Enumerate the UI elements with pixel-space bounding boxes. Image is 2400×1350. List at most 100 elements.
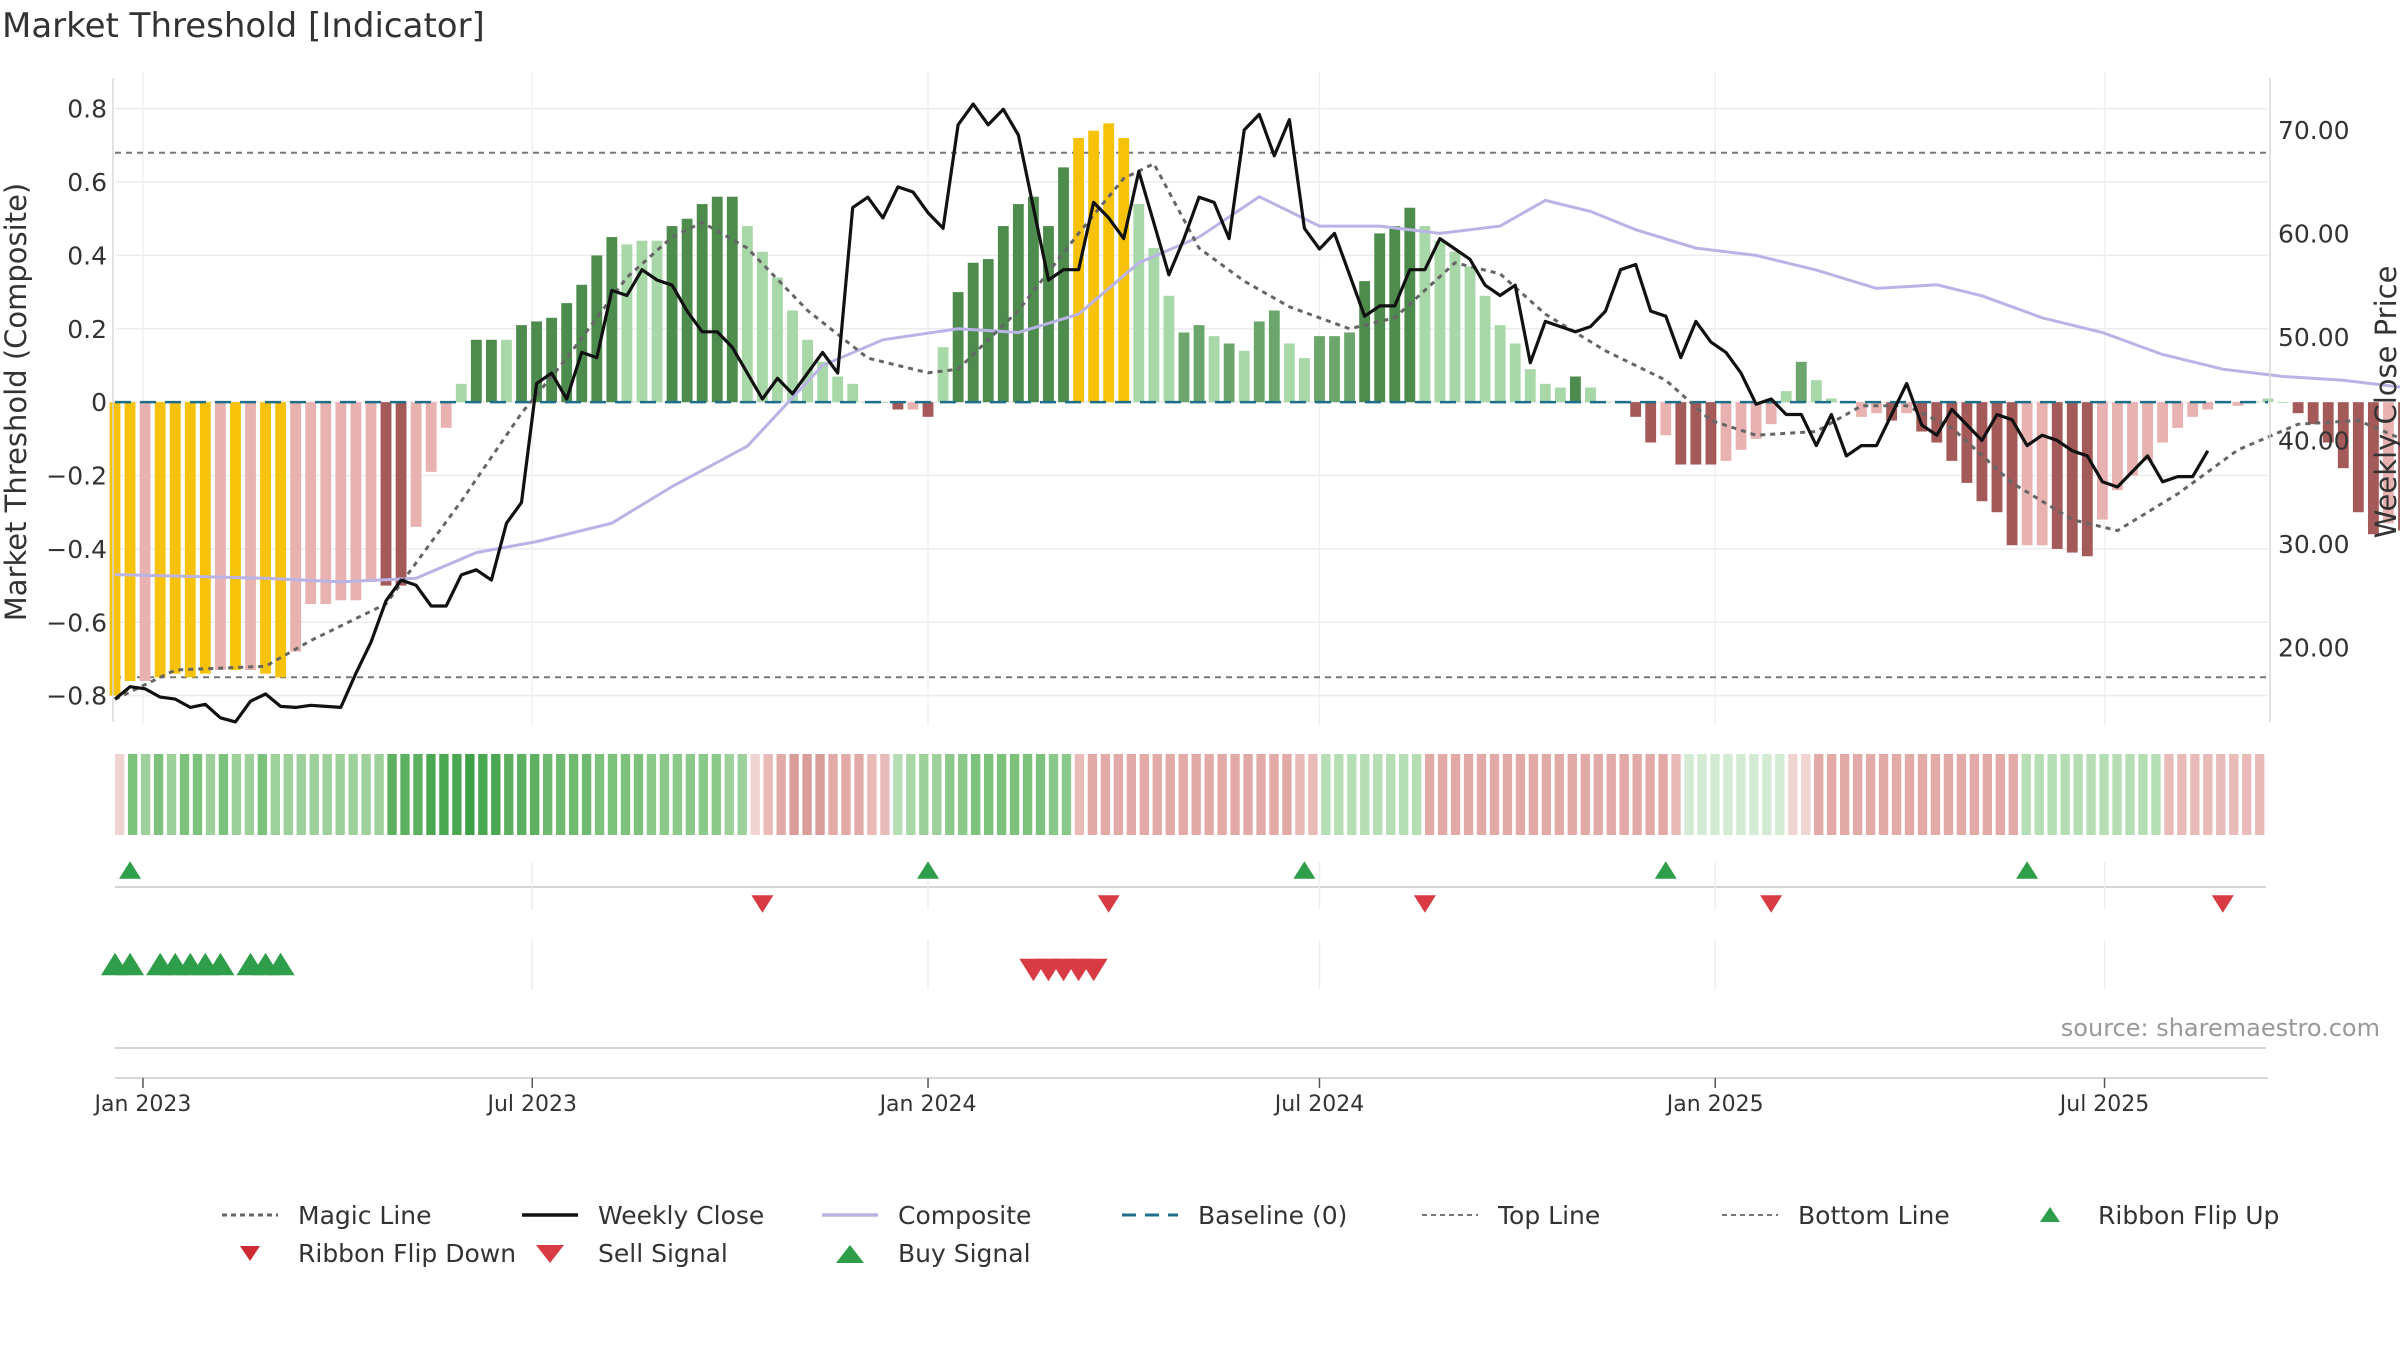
ribbon-cell bbox=[127, 754, 138, 835]
ribbon-cell bbox=[1035, 754, 1046, 835]
ribbon-cell bbox=[140, 754, 151, 835]
x-tick-label: Jan 2024 bbox=[878, 1092, 977, 1117]
ribbon-cell bbox=[1009, 754, 1020, 835]
ribbon-cell bbox=[1360, 754, 1370, 835]
composite-bar bbox=[817, 361, 829, 403]
composite-bar bbox=[711, 196, 723, 403]
ribbon-cell bbox=[1554, 754, 1564, 835]
legend-item-flipdown: Ribbon Flip Down bbox=[220, 1238, 520, 1268]
ribbon-cell bbox=[776, 754, 786, 835]
ribbon-cell bbox=[465, 754, 475, 835]
composite-bar bbox=[245, 402, 256, 670]
y-tick-label: −0.8 bbox=[46, 682, 107, 711]
composite-bar bbox=[2307, 402, 2319, 425]
ribbon-cell bbox=[296, 754, 306, 835]
ribbon-cell bbox=[802, 754, 812, 835]
ribbon-cell bbox=[491, 754, 501, 835]
ribbon-cell bbox=[2164, 754, 2174, 835]
date-axis: Jan 2023 Jul 2023 Jan 2024 Jul 2024 Jan 2025… bbox=[93, 1077, 2268, 1117]
ribbon-cell bbox=[1710, 754, 1720, 835]
ribbon-cell bbox=[2203, 754, 2213, 835]
ribbon-cell bbox=[1762, 754, 1772, 835]
composite-bar bbox=[380, 402, 392, 586]
composite-bar bbox=[892, 402, 904, 410]
ribbon-strip bbox=[115, 754, 2265, 835]
composite-bar bbox=[1479, 295, 1491, 403]
y-tick-label: −0.2 bbox=[46, 462, 107, 491]
ribbon-cell bbox=[530, 754, 540, 835]
legend-label: Baseline (0) bbox=[1198, 1200, 1348, 1230]
composite-bar bbox=[1314, 336, 1325, 403]
ribbon-cell bbox=[1632, 754, 1642, 835]
y2-tick-label: 60.00 bbox=[2278, 219, 2350, 248]
composite-bar bbox=[1509, 343, 1521, 403]
ribbon-flip-down-marker bbox=[1097, 895, 1120, 913]
y-tick-label: 0.2 bbox=[67, 315, 107, 344]
composite-bar bbox=[1223, 343, 1235, 403]
composite-bar bbox=[1765, 402, 1777, 425]
composite-bar bbox=[290, 402, 302, 652]
legend-swatch-composite bbox=[822, 1213, 878, 1217]
ribbon-cell bbox=[1113, 754, 1124, 835]
composite-bar bbox=[1916, 402, 1928, 432]
ribbon-flip-up-marker bbox=[2016, 861, 2039, 879]
ribbon-flip-down-marker bbox=[1760, 895, 1783, 913]
ribbon-flip-down-marker bbox=[751, 895, 774, 913]
legend-label: Ribbon Flip Down bbox=[298, 1238, 517, 1268]
composite-bar bbox=[2036, 402, 2048, 546]
ribbon-cell bbox=[1178, 754, 1188, 835]
ribbon-cell bbox=[1243, 754, 1253, 835]
ribbon-cell bbox=[1230, 754, 1240, 835]
composite-bar bbox=[1720, 402, 1732, 461]
legend-swatch-top bbox=[1422, 1214, 1478, 1216]
composite-bar bbox=[230, 402, 241, 670]
ribbon-cell bbox=[2112, 754, 2122, 835]
ribbon-cell bbox=[1593, 754, 1603, 835]
ribbon-cell bbox=[789, 754, 799, 835]
ribbon-cell bbox=[2099, 754, 2109, 835]
ribbon-flip-down-marker bbox=[2211, 895, 2234, 913]
composite-bar bbox=[2157, 402, 2169, 443]
ribbon-flip-down-marker bbox=[1413, 895, 1436, 913]
legend-item-composite: Composite bbox=[820, 1200, 1120, 1230]
composite-bar bbox=[1991, 402, 2003, 513]
composite-bar bbox=[2127, 402, 2138, 476]
composite-bar bbox=[1298, 358, 1310, 403]
ribbon-cell bbox=[1917, 754, 1928, 835]
composite-bar bbox=[109, 402, 121, 696]
ribbon-cell bbox=[1904, 754, 1915, 835]
ribbon-cell bbox=[1489, 754, 1500, 835]
ribbon-cell bbox=[919, 754, 929, 835]
composite-bar bbox=[967, 262, 979, 403]
ribbon-cell bbox=[1567, 754, 1577, 835]
composite-bar bbox=[2081, 402, 2093, 557]
ribbon-cell bbox=[1476, 754, 1487, 835]
composite-bar bbox=[1645, 402, 1657, 443]
ribbon-flip-up-marker bbox=[1654, 861, 1677, 879]
composite-bar bbox=[606, 237, 618, 403]
ribbon-cell bbox=[828, 754, 838, 835]
ribbon-cell bbox=[1839, 754, 1850, 835]
composite-bar bbox=[1690, 402, 1702, 465]
composite-bar bbox=[365, 402, 377, 582]
composite-bar bbox=[2262, 398, 2274, 403]
composite-bar bbox=[1103, 123, 1115, 403]
composite-bar bbox=[1585, 387, 1596, 403]
ribbon-cell bbox=[1956, 754, 1967, 835]
composite-bar bbox=[470, 339, 482, 403]
ribbon-cell bbox=[1061, 754, 1072, 835]
ribbon-cell bbox=[218, 754, 229, 835]
ribbon-cell bbox=[1165, 754, 1175, 835]
ribbon-cell bbox=[1386, 754, 1396, 835]
ribbon-cell bbox=[932, 754, 942, 835]
x-tick-label: Jul 2023 bbox=[485, 1092, 577, 1117]
legend-label: Ribbon Flip Up bbox=[2098, 1200, 2280, 1230]
composite-bar bbox=[2066, 402, 2078, 553]
ribbon-cell bbox=[1865, 754, 1876, 835]
composite-bar bbox=[756, 251, 768, 403]
chart-title: Market Threshold [Indicator] bbox=[2, 6, 485, 46]
composite-bar bbox=[305, 402, 317, 604]
ribbon-cell bbox=[2177, 754, 2187, 835]
composite-bar bbox=[696, 204, 708, 403]
composite-bar bbox=[546, 317, 558, 403]
